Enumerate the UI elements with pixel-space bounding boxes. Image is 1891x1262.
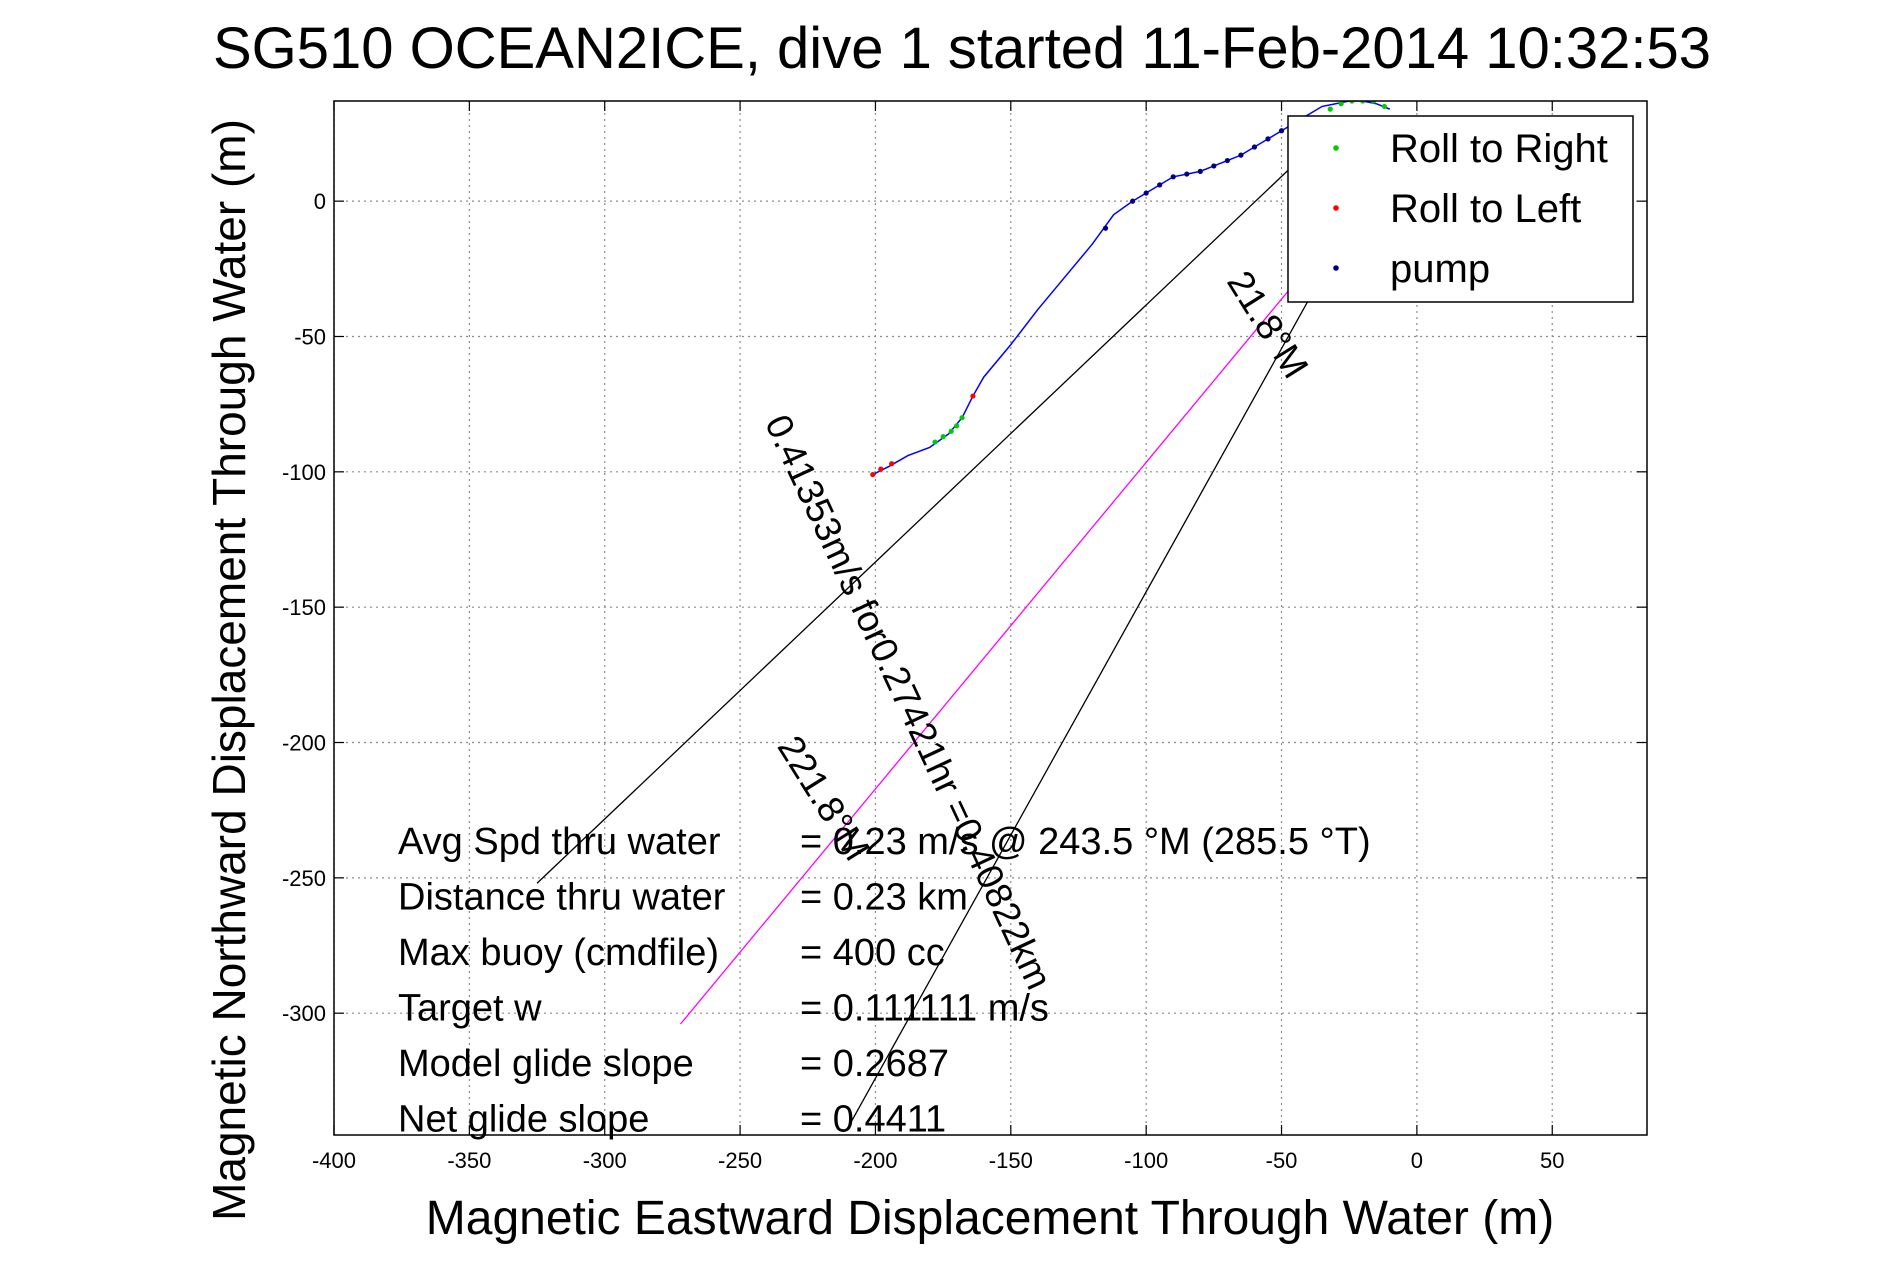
series-pump-point — [1130, 198, 1136, 204]
y-tick-label: 0 — [314, 189, 326, 214]
series-pump-point — [1238, 152, 1244, 158]
series-roll-to-right-point — [1381, 103, 1387, 110]
series-roll-to-right-point — [1338, 101, 1344, 107]
series-roll-to-left-point — [970, 393, 976, 399]
x-tick-label: -100 — [1124, 1148, 1168, 1173]
legend-label: pump — [1390, 247, 1490, 291]
series-roll-to-right-point — [954, 423, 960, 429]
series-roll-to-left-point — [878, 466, 884, 472]
series-pump-point — [1197, 168, 1203, 174]
series-pump-point — [1184, 171, 1190, 177]
y-tick-label: -300 — [282, 1001, 326, 1026]
y-tick-label: -150 — [282, 595, 326, 620]
legend-label: Roll to Right — [1390, 127, 1608, 171]
series-pump-point — [1170, 174, 1176, 180]
legend-marker — [1333, 145, 1339, 151]
y-tick-label: -250 — [282, 866, 326, 891]
x-tick-label: 0 — [1411, 1148, 1423, 1173]
series-pump-point — [1157, 182, 1163, 188]
y-tick-label: -50 — [294, 324, 326, 349]
tick-labels: -400 -350 -300 -250 -200 -150 -100 -50 0 50 0 -50 -1… — [282, 189, 1565, 1173]
x-tick-label: -250 — [718, 1148, 762, 1173]
series-pump-point — [1211, 163, 1217, 169]
annotation-label: Model glide slope — [398, 1043, 694, 1085]
y-axis-label: Magnetic Northward Displacement Through … — [203, 119, 255, 1221]
x-axis-label: Magnetic Eastward Displacement Through W… — [426, 1192, 1554, 1245]
stats-annotations: Avg Spd thru water = 0.23 m/s @ 243.5 °M … — [398, 821, 1371, 1141]
series-pump-point — [1143, 190, 1149, 196]
legend-marker — [1333, 265, 1339, 271]
x-tick-label: -350 — [447, 1148, 491, 1173]
y-tick-label: -100 — [282, 460, 326, 485]
series-pump-point — [1224, 157, 1230, 164]
annotation-value: = 0.23 m/s @ 243.5 °M (285.5 °T) — [800, 821, 1371, 863]
plot-area-frame — [333, 100, 1648, 1136]
legend-marker — [1333, 205, 1339, 211]
x-tick-label: 50 — [1540, 1148, 1564, 1173]
reference-line — [536, 119, 1342, 884]
annotation-value: = 0.111111 m/s — [800, 988, 1049, 1030]
series-roll-to-right-point — [1327, 106, 1333, 112]
series-pump-point — [1251, 144, 1258, 150]
annotation-value: = 400 cc — [800, 932, 945, 974]
legend-label: Roll to Left — [1390, 187, 1581, 231]
series-roll-to-left-point — [870, 471, 876, 478]
series-roll-to-right-point — [959, 415, 965, 421]
x-tick-label: -50 — [1266, 1148, 1298, 1173]
series-roll-to-right-point — [948, 428, 954, 434]
series-roll-to-right-point — [932, 439, 938, 445]
annotation-label: Net glide slope — [398, 1099, 649, 1141]
legend-box — [1287, 115, 1634, 303]
x-tick-label: -200 — [853, 1148, 897, 1173]
series-pump-point — [1265, 136, 1271, 142]
annotation-label: Distance thru water — [398, 877, 726, 919]
annotation-label: Avg Spd thru water — [398, 821, 721, 863]
x-tick-label: -400 — [312, 1148, 356, 1173]
y-tick-label: -200 — [282, 731, 326, 756]
series-roll-to-right-point — [940, 434, 946, 440]
legend: Roll to Right Roll to Left pump — [1287, 115, 1634, 303]
annotation-label: Max buoy (cmdfile) — [398, 932, 719, 974]
x-tick-label: -300 — [583, 1148, 627, 1173]
annotation-value: = 0.23 km — [800, 877, 968, 919]
reference-line — [680, 200, 1364, 1025]
annotation-value: = 0.2687 — [800, 1043, 949, 1085]
annotation-label: Target w — [398, 988, 542, 1030]
x-tick-label: -150 — [989, 1148, 1033, 1173]
series-pump-point — [1102, 225, 1109, 231]
series-roll-to-left-point — [889, 461, 895, 467]
annotation-value: = 0.4411 — [800, 1099, 946, 1141]
chart-title: SG510 OCEAN2ICE, dive 1 started 11-Feb-2… — [213, 16, 1711, 81]
axis-ticks — [333, 101, 1647, 1135]
series-pump-point — [1278, 128, 1285, 134]
